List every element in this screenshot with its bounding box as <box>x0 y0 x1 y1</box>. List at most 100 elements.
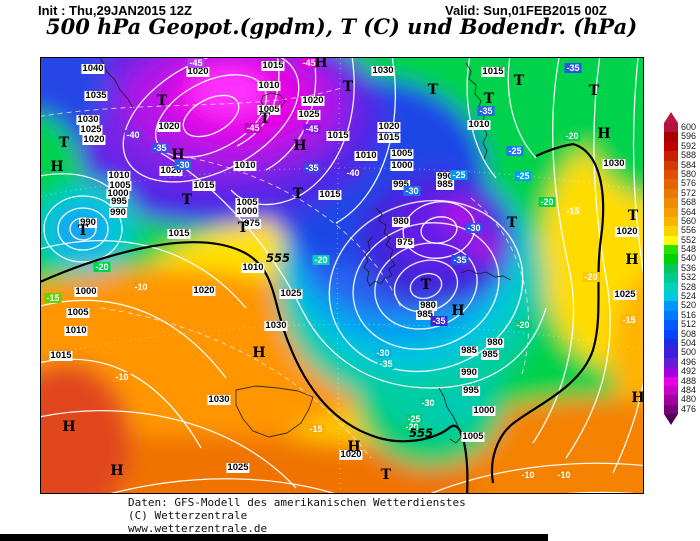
colorbar-tick-label: 504 <box>681 337 697 348</box>
temperature-label: -25 <box>450 170 468 180</box>
pressure-label: 990 <box>436 171 454 182</box>
pressure-label: 1015 <box>318 189 342 200</box>
high-low-marker: H <box>110 463 124 479</box>
high-low-marker: T <box>506 215 518 231</box>
footer-website: www.wetterzentrale.de <box>128 522 268 535</box>
temperature-label: -30 <box>403 186 421 196</box>
pressure-label: 1020 <box>615 226 639 237</box>
high-low-marker: H <box>293 138 307 154</box>
colorbar-tick-label: 496 <box>681 356 697 367</box>
colorbar-row: 476 <box>664 403 700 415</box>
pressure-label: 1000 <box>390 160 414 171</box>
pressure-label: 1040 <box>81 63 105 74</box>
pressure-label: 995 <box>110 196 128 207</box>
high-low-marker: H <box>451 303 465 319</box>
colorbar-row: 500 <box>664 347 700 358</box>
colorbar-row: 600 <box>664 122 700 133</box>
colorbar-tick-label: 524 <box>681 291 697 302</box>
high-low-marker: T <box>181 192 193 208</box>
pressure-label: 1020 <box>157 121 181 132</box>
colorbar-row: 576 <box>664 178 700 189</box>
temperature-label: -20 <box>538 197 556 207</box>
pressure-label: 1005 <box>461 431 485 442</box>
pressure-label: 1030 <box>76 114 100 125</box>
colorbar-tick-label: 484 <box>681 384 697 395</box>
pressure-label: 1025 <box>297 109 321 120</box>
colorbar-row: 492 <box>664 366 700 377</box>
pressure-label: 1005 <box>235 197 259 208</box>
high-low-marker: T <box>420 277 432 293</box>
temperature-label: -35 <box>151 143 169 153</box>
pressure-label: 1010 <box>257 80 281 91</box>
high-low-marker: T <box>292 186 304 202</box>
colorbar-swatch <box>664 273 678 283</box>
colorbar-arrow-up-icon <box>664 112 678 123</box>
temperature-label: -35 <box>564 63 582 73</box>
pressure-label: 1015 <box>192 180 216 191</box>
colorbar-tick-label: 508 <box>681 328 697 339</box>
temperature-label: -45 <box>300 58 318 68</box>
colorbar-tick-label: 520 <box>681 300 697 311</box>
temperature-label: -20 <box>514 320 532 330</box>
colorbar-tick-label: 476 <box>681 403 697 414</box>
pressure-label: 1020 <box>82 134 106 145</box>
colorbar-swatch <box>664 132 678 142</box>
colorbar-row: 484 <box>664 384 700 396</box>
pressure-label: 985 <box>460 345 478 356</box>
temperature-label: -35 <box>303 163 321 173</box>
colorbar-swatch <box>664 395 678 405</box>
colorbar-swatch <box>664 329 678 339</box>
pressure-label: 1025 <box>79 124 103 135</box>
colorbar-swatch <box>664 338 678 349</box>
pressure-label: 1000 <box>106 188 130 199</box>
geopotential-label: 555 <box>265 251 291 265</box>
colorbar-tick-label: 528 <box>681 281 697 292</box>
pressure-label: 1015 <box>377 132 401 143</box>
temperature-label: -30 <box>465 223 483 233</box>
pressure-label: 1030 <box>371 65 395 76</box>
colorbar-tick-label: 536 <box>681 262 697 273</box>
colorbar-tick-label: 516 <box>681 309 697 320</box>
pressure-label: 1020 <box>159 165 183 176</box>
pressure-label: 1025 <box>279 288 303 299</box>
footer-data-source: Daten: GFS-Modell des amerikanischen Wet… <box>128 496 466 509</box>
temperature-label: -10 <box>555 470 573 480</box>
high-low-marker: H <box>631 390 643 406</box>
high-low-marker: T <box>427 82 439 98</box>
colorbar-swatch <box>664 301 678 311</box>
colorbar-swatch <box>664 179 678 189</box>
high-low-marker: H <box>171 147 185 163</box>
colorbar-row: 536 <box>664 262 700 274</box>
colorbar-swatch <box>664 254 678 264</box>
colorbar-tick-label: 492 <box>681 366 697 377</box>
colorbar-swatch <box>664 198 678 208</box>
pressure-label: 1035 <box>84 90 108 101</box>
high-low-marker: H <box>314 58 328 71</box>
pressure-label: 990 <box>109 207 127 218</box>
pressure-label: 1030 <box>264 320 288 331</box>
temperature-label: -40 <box>124 130 142 140</box>
pressure-label: 1005 <box>108 180 132 191</box>
pressure-label: 1025 <box>613 289 637 300</box>
colorbar-tick-label: 592 <box>681 140 697 151</box>
pressure-label: 1010 <box>467 119 491 130</box>
pressure-label: 1010 <box>64 325 88 336</box>
temperature-label: -15 <box>564 206 582 216</box>
colorbar-row: 540 <box>664 254 700 264</box>
pressure-label: 975 <box>396 237 414 248</box>
temperature-label: -35 <box>451 255 469 265</box>
temperature-label: -25 <box>405 414 423 424</box>
high-low-marker: H <box>597 126 611 142</box>
temperature-label: -10 <box>132 282 150 292</box>
high-low-marker: H <box>252 345 266 361</box>
colorbar-swatch <box>664 282 678 293</box>
colorbar-tick-label: 568 <box>681 197 697 208</box>
colorbar-tick-label: 556 <box>681 225 697 236</box>
temperature-label: -35 <box>377 359 395 369</box>
temperature-label: -15 <box>620 315 638 325</box>
temperature-label: -25 <box>506 146 524 156</box>
footer-copyright: (C) Wetterzentrale <box>128 509 248 522</box>
colorbar-row: 532 <box>664 272 700 283</box>
high-low-marker: T <box>342 79 354 95</box>
isobar-contours <box>41 58 643 493</box>
